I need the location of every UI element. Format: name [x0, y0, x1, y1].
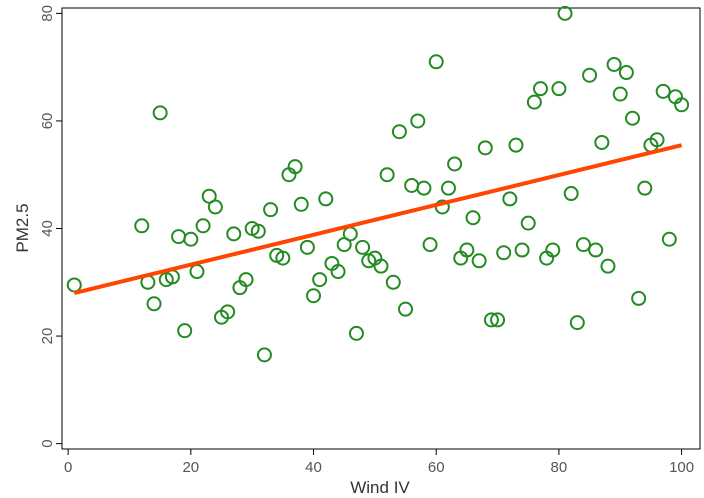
- data-point: [404, 177, 420, 193]
- data-point: [195, 218, 211, 234]
- x-axis-title: Wind IV: [350, 478, 410, 497]
- data-point: [183, 231, 199, 247]
- data-point: [618, 65, 634, 81]
- data-point: [410, 113, 426, 129]
- data-point: [379, 167, 395, 183]
- data-point: [299, 239, 315, 255]
- data-point: [631, 290, 647, 306]
- data-point: [422, 237, 438, 253]
- data-point: [471, 253, 487, 269]
- data-point: [428, 54, 444, 70]
- x-tick-label: 100: [669, 459, 694, 476]
- x-tick-label: 20: [182, 459, 199, 476]
- data-point: [588, 242, 604, 258]
- data-point: [263, 202, 279, 218]
- data-point: [612, 86, 628, 102]
- x-tick-label: 80: [551, 459, 568, 476]
- data-point: [661, 231, 677, 247]
- data-point: [594, 134, 610, 150]
- data-points: [66, 5, 690, 363]
- fit-line: [73, 143, 683, 295]
- data-point: [373, 258, 389, 274]
- plot-frame: [61, 7, 701, 450]
- data-point: [189, 264, 205, 280]
- data-point: [625, 110, 641, 126]
- data-point: [490, 312, 506, 328]
- data-point: [655, 83, 671, 99]
- data-point: [275, 250, 291, 266]
- data-point: [171, 229, 187, 245]
- data-point: [465, 210, 481, 226]
- tick-labels: 0 20 40 60 80 100 0 20 40 60 80: [39, 5, 694, 476]
- data-point: [520, 215, 536, 231]
- data-point: [514, 242, 530, 258]
- data-point: [483, 312, 499, 328]
- y-tick-label: 80: [39, 5, 56, 22]
- data-point: [600, 258, 616, 274]
- data-point: [312, 272, 328, 288]
- data-point: [318, 191, 334, 207]
- data-point: [575, 237, 591, 253]
- data-point: [66, 277, 82, 293]
- data-point: [152, 105, 168, 121]
- data-point: [287, 159, 303, 175]
- data-point: [606, 56, 622, 72]
- data-point: [177, 323, 193, 339]
- axes: [56, 7, 701, 455]
- y-tick-label: 60: [39, 113, 56, 130]
- data-point: [342, 226, 358, 242]
- x-tick-label: 60: [428, 459, 445, 476]
- fit-line-group: [73, 143, 683, 295]
- data-point: [508, 137, 524, 153]
- data-point: [440, 180, 456, 196]
- data-point: [551, 81, 567, 97]
- data-point: [134, 218, 150, 234]
- data-point: [557, 5, 573, 21]
- y-tick-label: 0: [39, 439, 56, 447]
- data-point: [306, 288, 322, 304]
- data-point: [582, 67, 598, 83]
- data-point: [545, 242, 561, 258]
- data-point: [391, 124, 407, 140]
- data-point: [477, 140, 493, 156]
- data-point: [674, 97, 690, 113]
- data-point: [220, 304, 236, 320]
- data-point: [146, 296, 162, 312]
- data-point: [250, 223, 266, 239]
- data-point: [238, 272, 254, 288]
- data-point: [459, 242, 475, 258]
- data-point: [398, 301, 414, 317]
- data-point: [533, 81, 548, 97]
- y-tick-label: 20: [39, 328, 56, 345]
- data-point: [563, 186, 579, 202]
- data-point: [355, 239, 371, 255]
- data-point: [649, 132, 665, 148]
- data-point: [385, 274, 401, 290]
- data-point: [207, 199, 223, 215]
- data-point: [256, 347, 272, 363]
- x-tick-label: 40: [305, 459, 322, 476]
- y-axis-title: PM2.5: [13, 203, 32, 252]
- y-tick-label: 40: [39, 220, 56, 237]
- data-point: [496, 245, 512, 261]
- data-point: [348, 325, 364, 341]
- data-point: [502, 191, 518, 207]
- data-point: [526, 94, 542, 110]
- data-point: [330, 264, 346, 280]
- data-point: [569, 315, 585, 331]
- data-point: [447, 156, 463, 172]
- data-point: [293, 196, 309, 212]
- data-point: [637, 180, 653, 196]
- data-point: [226, 226, 242, 242]
- x-tick-label: 0: [64, 459, 72, 476]
- data-point: [416, 180, 432, 196]
